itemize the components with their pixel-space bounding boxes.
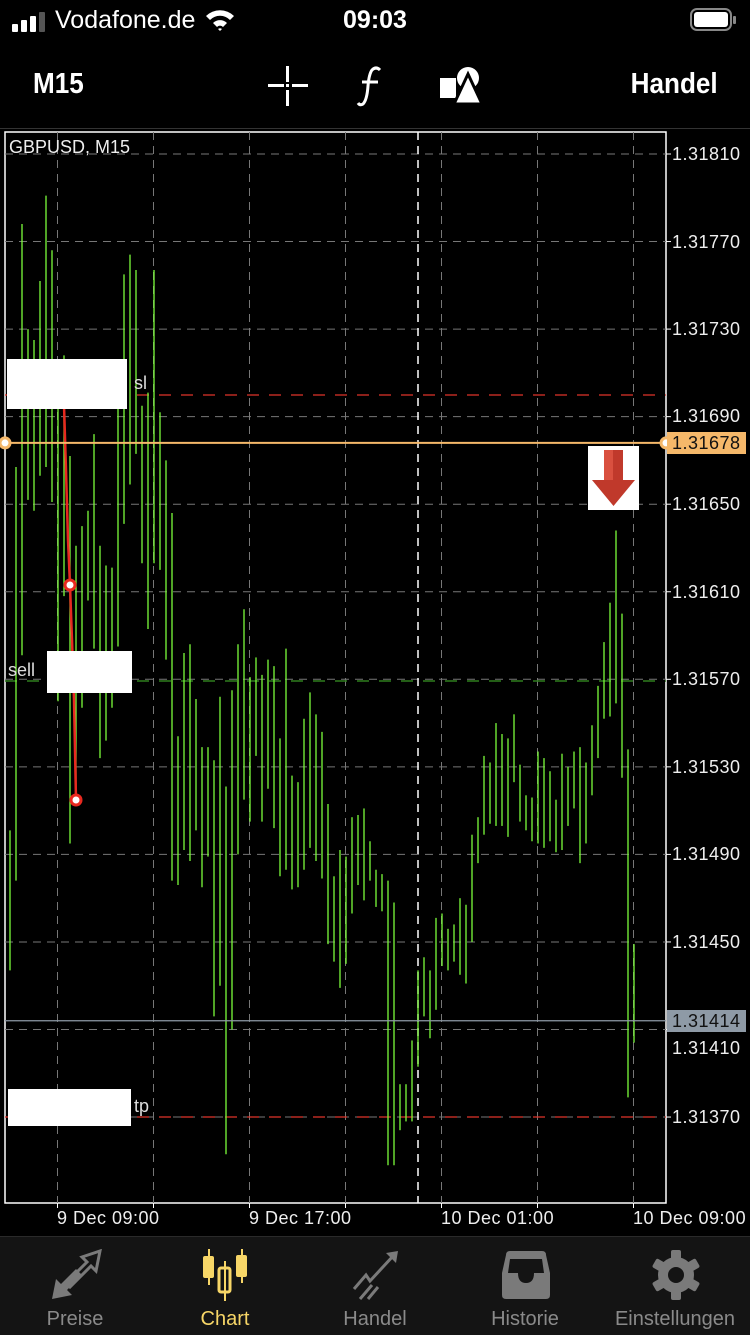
battery-icon bbox=[690, 8, 736, 31]
price-tick-label: 1.31690 bbox=[672, 405, 741, 426]
signal-icon bbox=[12, 12, 45, 32]
candlesticks-icon bbox=[203, 1249, 247, 1301]
chart-frame bbox=[4, 131, 667, 1204]
deal-marker[interactable] bbox=[69, 793, 83, 807]
tab-chart[interactable]: Chart bbox=[150, 1237, 300, 1335]
crosshair-icon[interactable] bbox=[266, 64, 310, 108]
price-tick-label: 1.31610 bbox=[672, 581, 741, 602]
price-tick-label: 1.31810 bbox=[672, 144, 741, 164]
bid-price-label: 1.31414 bbox=[667, 1009, 746, 1032]
time-tick-label: 9 Dec 09:00 bbox=[57, 1208, 160, 1228]
sl-label: sl bbox=[134, 373, 147, 393]
tab-historie[interactable]: Historie bbox=[450, 1237, 600, 1335]
clock: 09:03 bbox=[343, 6, 407, 34]
time-tick-label: 9 Dec 17:00 bbox=[249, 1208, 352, 1228]
timeframe-button[interactable]: M15 bbox=[33, 68, 84, 100]
tab-label: Chart bbox=[200, 1308, 250, 1330]
status-bar: Vodafone.de 09:03 bbox=[0, 0, 750, 44]
symbol-label: GBPUSD, M15 bbox=[9, 137, 131, 157]
time-tick-label: 10 Dec 09:00 bbox=[633, 1208, 747, 1228]
tp-label: tp bbox=[134, 1096, 150, 1116]
ask-line-handle[interactable] bbox=[0, 436, 12, 450]
sl-value-box bbox=[7, 359, 127, 409]
tab-einstellungen[interactable]: Einstellungen bbox=[600, 1237, 750, 1335]
tp-value-box bbox=[8, 1089, 131, 1126]
deal-marker[interactable] bbox=[63, 578, 77, 592]
tab-label: Historie bbox=[491, 1308, 559, 1330]
sell-value-box bbox=[47, 651, 132, 693]
indicators-f-icon[interactable] bbox=[356, 64, 386, 108]
tab-handel[interactable]: Handel bbox=[300, 1237, 450, 1335]
price-tick-label: 1.31650 bbox=[672, 494, 741, 515]
chart-toolbar: M15 Handel bbox=[0, 44, 750, 129]
objects-shapes-icon[interactable] bbox=[438, 64, 484, 106]
sell-arrow-down-icon[interactable] bbox=[588, 446, 639, 510]
wifi-icon bbox=[206, 10, 234, 31]
price-chart[interactable] bbox=[0, 0, 750, 1236]
price-tick-label: 1.31770 bbox=[672, 231, 741, 252]
tab-label: Preise bbox=[46, 1308, 104, 1330]
tab-preise[interactable]: Preise bbox=[0, 1237, 150, 1335]
sell-label: sell bbox=[8, 660, 36, 680]
trade-button[interactable]: Handel bbox=[630, 68, 718, 100]
gear-icon bbox=[652, 1250, 700, 1300]
tab-label: Handel bbox=[343, 1308, 407, 1330]
price-tick-label: 1.31370 bbox=[672, 1107, 741, 1128]
price-tick-label: 1.31410 bbox=[672, 1037, 741, 1058]
ask-price-label: 1.31678 bbox=[667, 431, 746, 454]
time-tick-label: 10 Dec 01:00 bbox=[441, 1208, 555, 1228]
price-tick-label: 1.31730 bbox=[672, 319, 741, 340]
price-tick-label: 1.31490 bbox=[672, 844, 741, 865]
history-tray-icon bbox=[502, 1251, 550, 1299]
price-tick-label: 1.31570 bbox=[672, 669, 741, 690]
tab-label: Einstellungen bbox=[614, 1308, 736, 1330]
carrier-name: Vodafone.de bbox=[55, 6, 196, 34]
quotes-arrows-icon bbox=[52, 1249, 102, 1299]
trade-trend-icon bbox=[352, 1251, 398, 1300]
price-tick-label: 1.31530 bbox=[672, 756, 741, 777]
price-tick-label: 1.31450 bbox=[672, 931, 741, 952]
tab-bar: Preise Chart Handel Historie bbox=[0, 1236, 750, 1335]
